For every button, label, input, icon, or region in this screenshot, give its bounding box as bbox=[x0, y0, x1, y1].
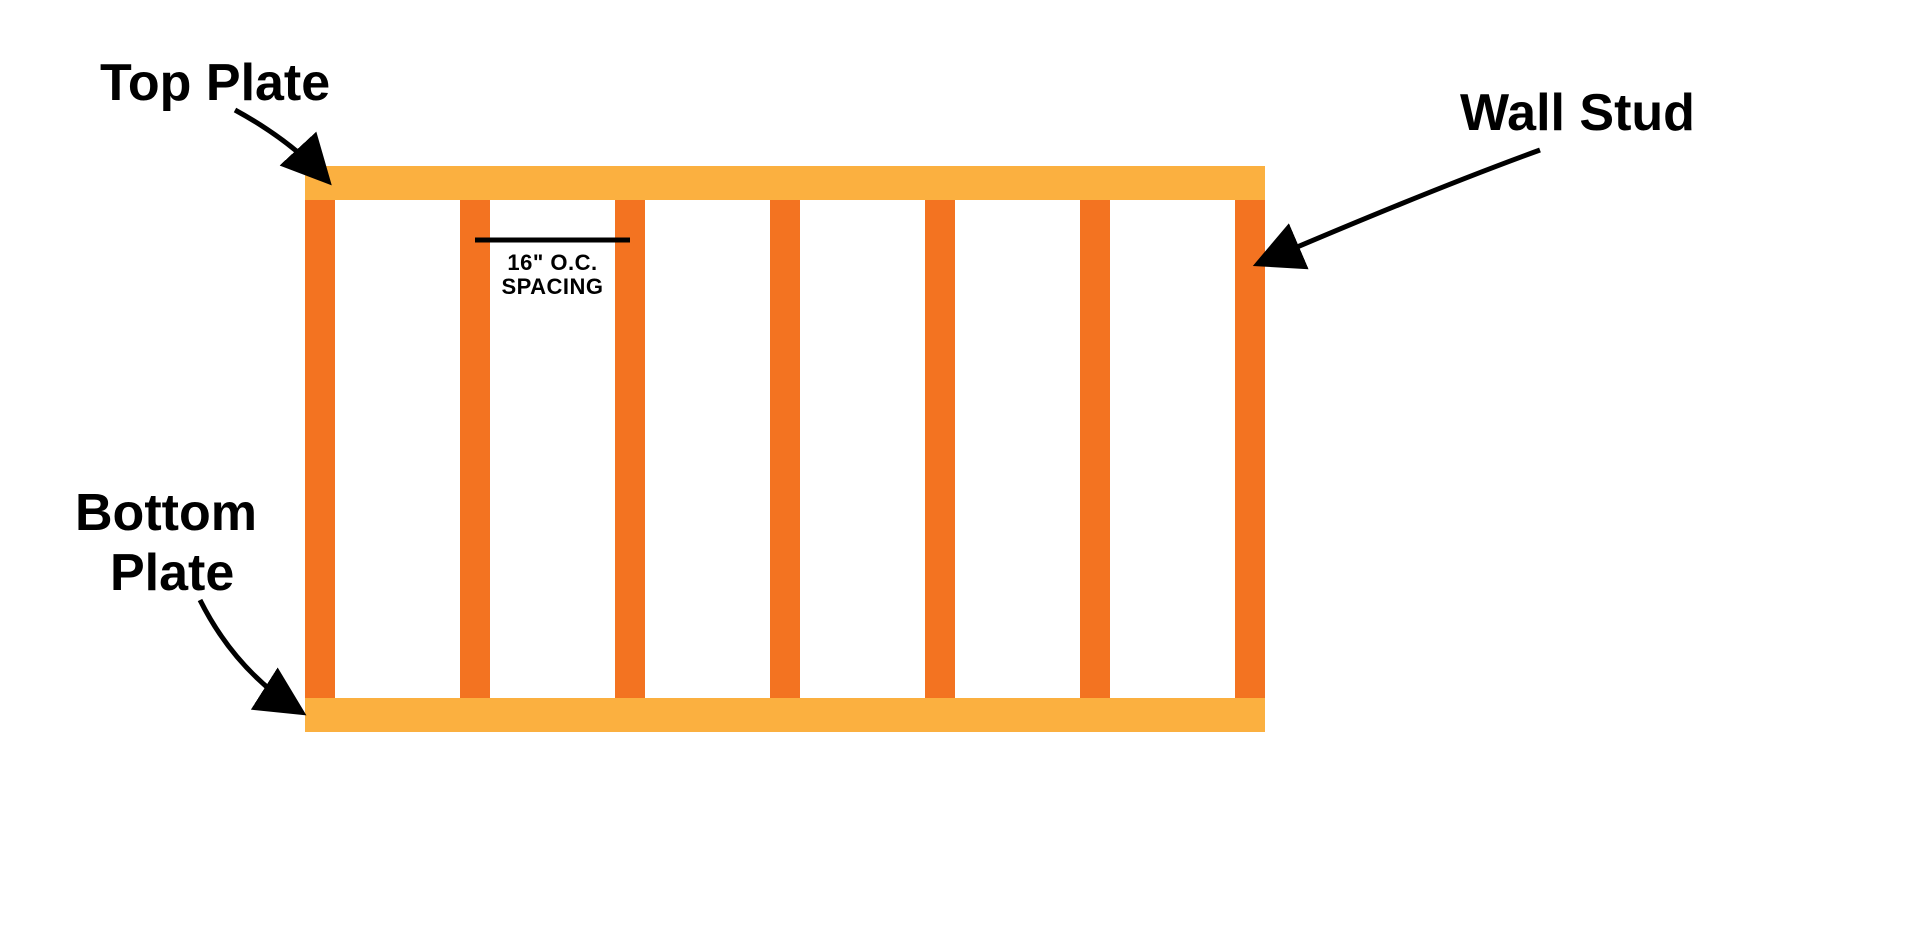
wall-stud-1 bbox=[305, 200, 335, 698]
spacing-label-line2: SPACING bbox=[501, 274, 603, 299]
wall-stud-arrow bbox=[1262, 150, 1540, 262]
bottom-plate-arrow bbox=[200, 600, 298, 710]
wall-stud-6 bbox=[1080, 200, 1110, 698]
bottom-plate-label-line1: Bottom bbox=[75, 484, 257, 542]
bottom-plate bbox=[305, 698, 1265, 732]
wall-stud-3 bbox=[615, 200, 645, 698]
top-plate bbox=[305, 166, 1265, 200]
wall-studs-group bbox=[305, 200, 1265, 698]
top-plate-label: Top Plate bbox=[100, 54, 330, 112]
wall-stud-4 bbox=[770, 200, 800, 698]
bottom-plate-label-line2: Plate bbox=[110, 544, 234, 602]
wall-stud-label: Wall Stud bbox=[1460, 84, 1695, 142]
wall-stud-7 bbox=[1235, 200, 1265, 698]
wall-stud-5 bbox=[925, 200, 955, 698]
spacing-label-line1: 16" O.C. bbox=[507, 250, 597, 275]
wall-stud-2 bbox=[460, 200, 490, 698]
